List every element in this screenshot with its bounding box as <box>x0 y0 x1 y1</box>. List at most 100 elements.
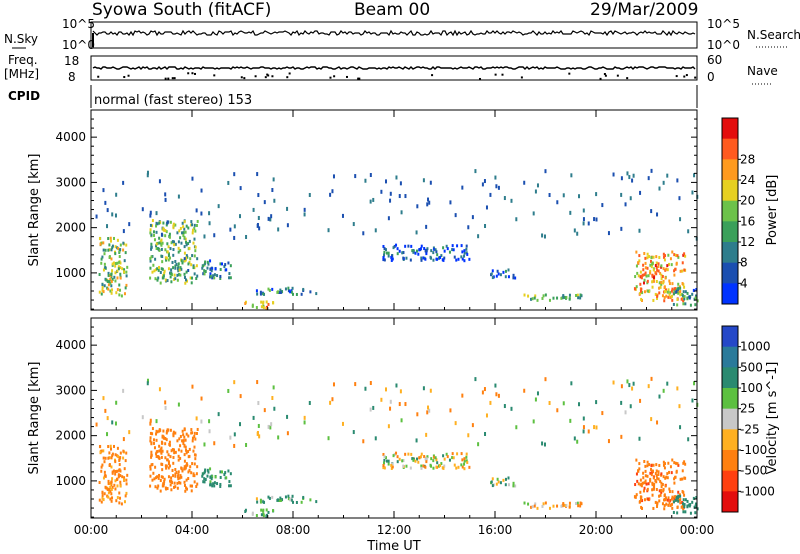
range-cell <box>173 451 176 455</box>
range-cell <box>203 269 206 273</box>
range-cell <box>466 252 469 256</box>
range-cell <box>158 248 161 252</box>
range-cell <box>634 483 637 487</box>
colorbar-tick-label: -25 <box>740 422 760 436</box>
range-cell <box>212 482 215 486</box>
range-cell <box>224 471 227 475</box>
range-cell <box>179 456 182 460</box>
range-cell <box>116 477 119 481</box>
range-cell <box>654 292 657 296</box>
range-cell <box>156 267 159 271</box>
range-cell <box>455 466 458 470</box>
range-cell <box>184 237 187 241</box>
range-cell <box>669 257 672 261</box>
range-cell <box>155 211 158 216</box>
nave-dot <box>329 76 332 79</box>
range-cell <box>170 280 173 284</box>
range-cell <box>362 439 365 444</box>
range-cell <box>102 456 105 460</box>
range-cell <box>636 271 639 275</box>
range-cell <box>108 248 111 252</box>
x-tick-label: 04:00 <box>175 523 210 537</box>
range-cell <box>286 431 289 436</box>
range-cell <box>390 255 393 259</box>
colorbar-swatch <box>722 450 738 472</box>
range-cell <box>646 464 649 468</box>
range-cell <box>384 248 387 252</box>
range-cell <box>568 293 571 297</box>
range-cell <box>415 438 418 443</box>
range-cell <box>595 425 598 430</box>
range-cell <box>656 268 659 272</box>
range-cell <box>123 259 126 263</box>
range-cell <box>635 493 638 497</box>
range-cell <box>451 452 454 456</box>
range-cell <box>98 481 101 485</box>
range-cell <box>402 464 405 468</box>
range-cell <box>369 199 372 204</box>
range-cell <box>452 456 455 460</box>
range-cell <box>541 441 544 446</box>
range-cell <box>233 380 236 385</box>
range-cell <box>556 200 559 205</box>
range-cell <box>95 422 98 427</box>
range-cell <box>259 500 262 504</box>
range-cell <box>270 422 273 427</box>
range-cell <box>114 252 117 256</box>
range-cell <box>156 278 159 282</box>
range-cell <box>166 220 169 225</box>
range-cell <box>116 446 119 450</box>
range-cell <box>103 470 106 474</box>
range-cell <box>165 256 168 260</box>
range-cell <box>601 203 604 208</box>
range-cell <box>515 425 518 430</box>
range-cell <box>102 188 105 193</box>
range-cell <box>533 504 536 508</box>
range-cell <box>262 508 265 512</box>
range-cell <box>389 399 392 404</box>
range-cell <box>670 502 673 506</box>
range-cell <box>675 498 678 502</box>
range-cell <box>644 474 647 478</box>
range-cell <box>276 498 279 502</box>
range-cell <box>666 381 669 386</box>
range-cell <box>161 475 164 479</box>
range-cell <box>679 286 682 290</box>
range-cell <box>496 477 499 481</box>
range-cell <box>110 499 113 503</box>
range-cell <box>671 282 674 286</box>
range-cell <box>149 223 152 227</box>
range-cell <box>170 488 173 492</box>
range-cell <box>423 455 426 459</box>
range-cell <box>172 240 175 244</box>
range-cell <box>465 247 468 251</box>
noise-tick-left-bottom: 10^0 <box>62 38 95 52</box>
range-cell <box>664 268 667 272</box>
nave-dot <box>187 72 190 75</box>
range-cell <box>171 240 174 244</box>
range-cell <box>267 216 270 221</box>
range-cell <box>679 477 682 481</box>
range-cell <box>387 251 390 255</box>
range-cell <box>693 297 696 301</box>
range-cell <box>663 258 666 262</box>
range-cell <box>159 489 162 493</box>
range-cell <box>117 455 120 459</box>
range-cell <box>364 178 367 183</box>
range-cell <box>190 471 193 475</box>
range-cell <box>190 220 193 224</box>
range-cell <box>570 381 573 386</box>
range-cell <box>674 287 677 291</box>
range-cell <box>671 458 674 462</box>
range-cell <box>172 222 175 226</box>
range-cell <box>443 457 446 461</box>
range-cell <box>392 246 395 250</box>
range-cell <box>112 444 115 448</box>
range-cell <box>174 485 177 489</box>
range-cell <box>651 469 654 473</box>
velocity-frame <box>90 317 698 519</box>
range-cell <box>399 389 402 394</box>
range-cell <box>494 383 497 388</box>
range-cell <box>119 496 122 500</box>
